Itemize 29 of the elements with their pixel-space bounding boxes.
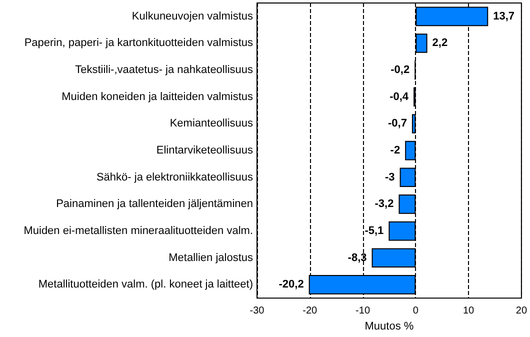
y-tick-label: Metallien jalostus bbox=[168, 252, 254, 264]
y-tick-label: Muiden ei-metallisten mineraalituotteiden valm. bbox=[24, 225, 253, 238]
y-tick-label: Muiden koneiden ja laitteiden valmistus bbox=[62, 90, 254, 103]
x-axis-title: Muutos % bbox=[364, 320, 414, 332]
x-tick-label: 0 bbox=[412, 306, 419, 317]
data-label: -8,3 bbox=[348, 252, 367, 264]
y-tick-label: Elintarviketeollisuus bbox=[156, 144, 254, 157]
x-tick-label: -20 bbox=[302, 306, 318, 317]
data-label: -3 bbox=[385, 171, 395, 184]
data-label: 13,7 bbox=[493, 10, 515, 22]
y-tick-label: Painaminen ja tallenteiden jäljentäminen bbox=[56, 198, 253, 210]
data-label: -5,1 bbox=[364, 225, 384, 238]
x-tick-label: -10 bbox=[356, 306, 370, 317]
y-tick-label: Tekstiili-,vaatetus- ja nahkateollisuus bbox=[75, 64, 254, 76]
x-tick-label: 10 bbox=[462, 306, 475, 317]
y-tick-label: Sähkö- ja elektroniikkateollisuus bbox=[96, 171, 254, 184]
x-tick-label: -30 bbox=[250, 306, 265, 317]
y-tick-label: Kulkuneuvojen valmistus bbox=[132, 10, 254, 22]
data-label: 2,2 bbox=[432, 37, 448, 50]
y-tick-label: Kemianteollisuus bbox=[170, 118, 254, 130]
x-tick-label: 20 bbox=[516, 306, 528, 317]
data-label: -2 bbox=[390, 144, 400, 157]
data-label: -3,2 bbox=[374, 198, 394, 210]
data-label: -0,7 bbox=[388, 118, 407, 130]
data-label: -0,2 bbox=[390, 64, 410, 76]
data-label: -0,4 bbox=[390, 90, 410, 103]
y-tick-label: Paperin, paperi- ja kartonkituotteiden valmistus bbox=[24, 37, 254, 50]
y-tick-label: Metallituotteiden valm. (pl. koneet ja laitteet) bbox=[38, 278, 253, 291]
data-label: -20,2 bbox=[278, 278, 304, 291]
